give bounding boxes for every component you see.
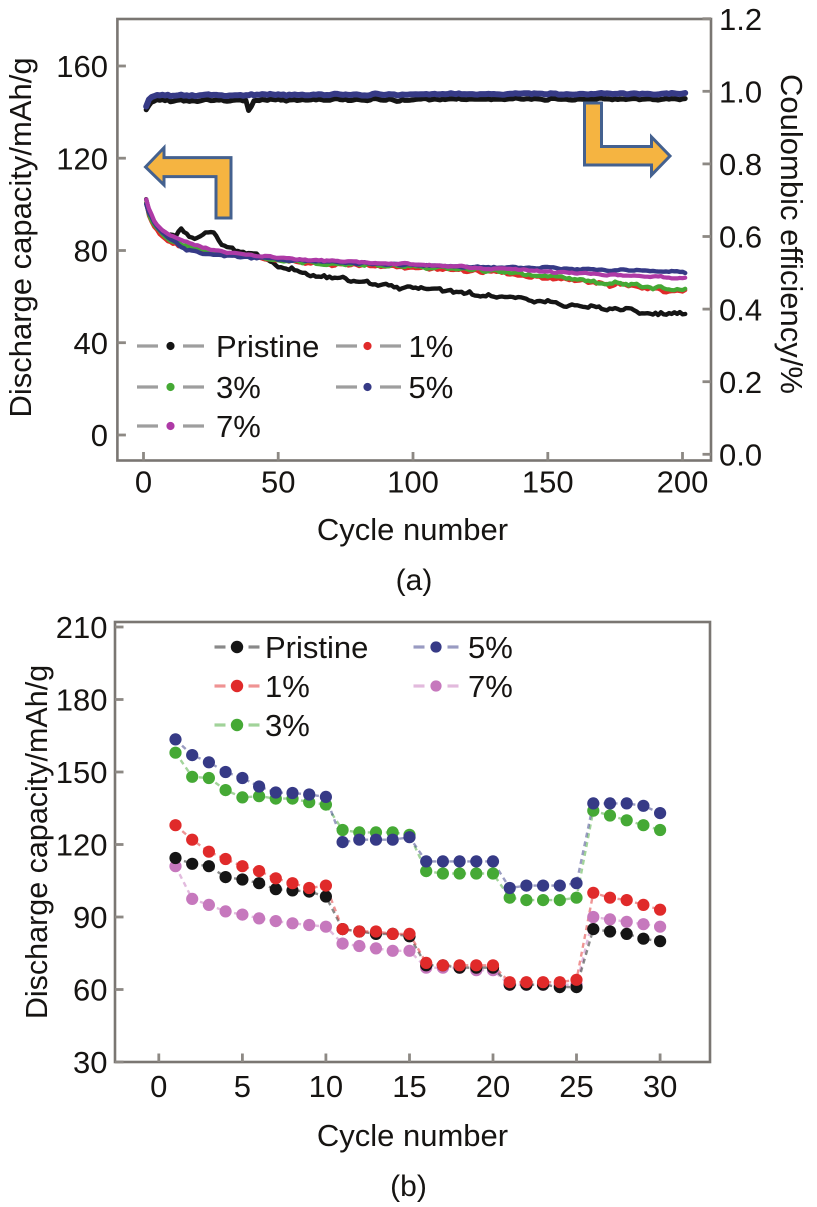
svg-text:1.2: 1.2 <box>719 2 762 37</box>
svg-text:50: 50 <box>261 465 295 500</box>
svg-text:5%: 5% <box>468 630 513 665</box>
svg-text:0.0: 0.0 <box>719 437 762 472</box>
svg-text:Pristine: Pristine <box>265 630 368 665</box>
svg-text:100: 100 <box>387 465 439 500</box>
svg-text:5: 5 <box>234 1069 251 1104</box>
svg-text:160: 160 <box>56 49 108 84</box>
svg-text:0: 0 <box>150 1069 167 1104</box>
svg-text:20: 20 <box>476 1069 510 1104</box>
svg-text:120: 120 <box>56 828 108 863</box>
svg-text:Discharge capacity/mAh/g: Discharge capacity/mAh/g <box>20 665 54 1019</box>
svg-text:3%: 3% <box>265 708 310 743</box>
svg-text:Pristine: Pristine <box>216 329 319 364</box>
svg-text:1%: 1% <box>409 329 454 364</box>
svg-text:210: 210 <box>56 610 108 645</box>
svg-text:200: 200 <box>657 465 709 500</box>
svg-text:150: 150 <box>522 465 574 500</box>
svg-text:30: 30 <box>643 1069 677 1104</box>
svg-text:25: 25 <box>559 1069 593 1104</box>
svg-text:120: 120 <box>56 141 108 176</box>
svg-text:Coulombic efficiency/%: Coulombic efficiency/% <box>774 74 809 394</box>
svg-text:(b): (b) <box>390 1170 427 1203</box>
svg-text:1.0: 1.0 <box>719 74 762 109</box>
svg-text:0.4: 0.4 <box>719 292 762 327</box>
svg-text:(a): (a) <box>396 564 433 597</box>
svg-text:0.8: 0.8 <box>719 147 762 182</box>
svg-text:10: 10 <box>309 1069 343 1104</box>
svg-text:30: 30 <box>73 1045 107 1080</box>
svg-text:Cycle number: Cycle number <box>317 512 508 547</box>
svg-text:0: 0 <box>91 418 108 453</box>
svg-text:60: 60 <box>73 973 107 1008</box>
svg-text:7%: 7% <box>216 409 261 444</box>
svg-text:0: 0 <box>135 465 152 500</box>
svg-text:0.2: 0.2 <box>719 365 762 400</box>
svg-text:90: 90 <box>73 900 107 935</box>
svg-text:80: 80 <box>74 234 108 269</box>
svg-text:Discharge capacity/mAh/g: Discharge capacity/mAh/g <box>3 57 38 417</box>
svg-text:Cycle number: Cycle number <box>317 1118 508 1153</box>
svg-text:7%: 7% <box>468 669 513 704</box>
svg-text:15: 15 <box>392 1069 426 1104</box>
svg-text:1%: 1% <box>265 669 310 704</box>
svg-text:150: 150 <box>56 755 108 790</box>
svg-text:0.6: 0.6 <box>719 220 762 255</box>
svg-text:180: 180 <box>56 683 108 718</box>
svg-text:5%: 5% <box>409 370 454 405</box>
svg-text:3%: 3% <box>216 370 261 405</box>
svg-text:40: 40 <box>74 326 108 361</box>
